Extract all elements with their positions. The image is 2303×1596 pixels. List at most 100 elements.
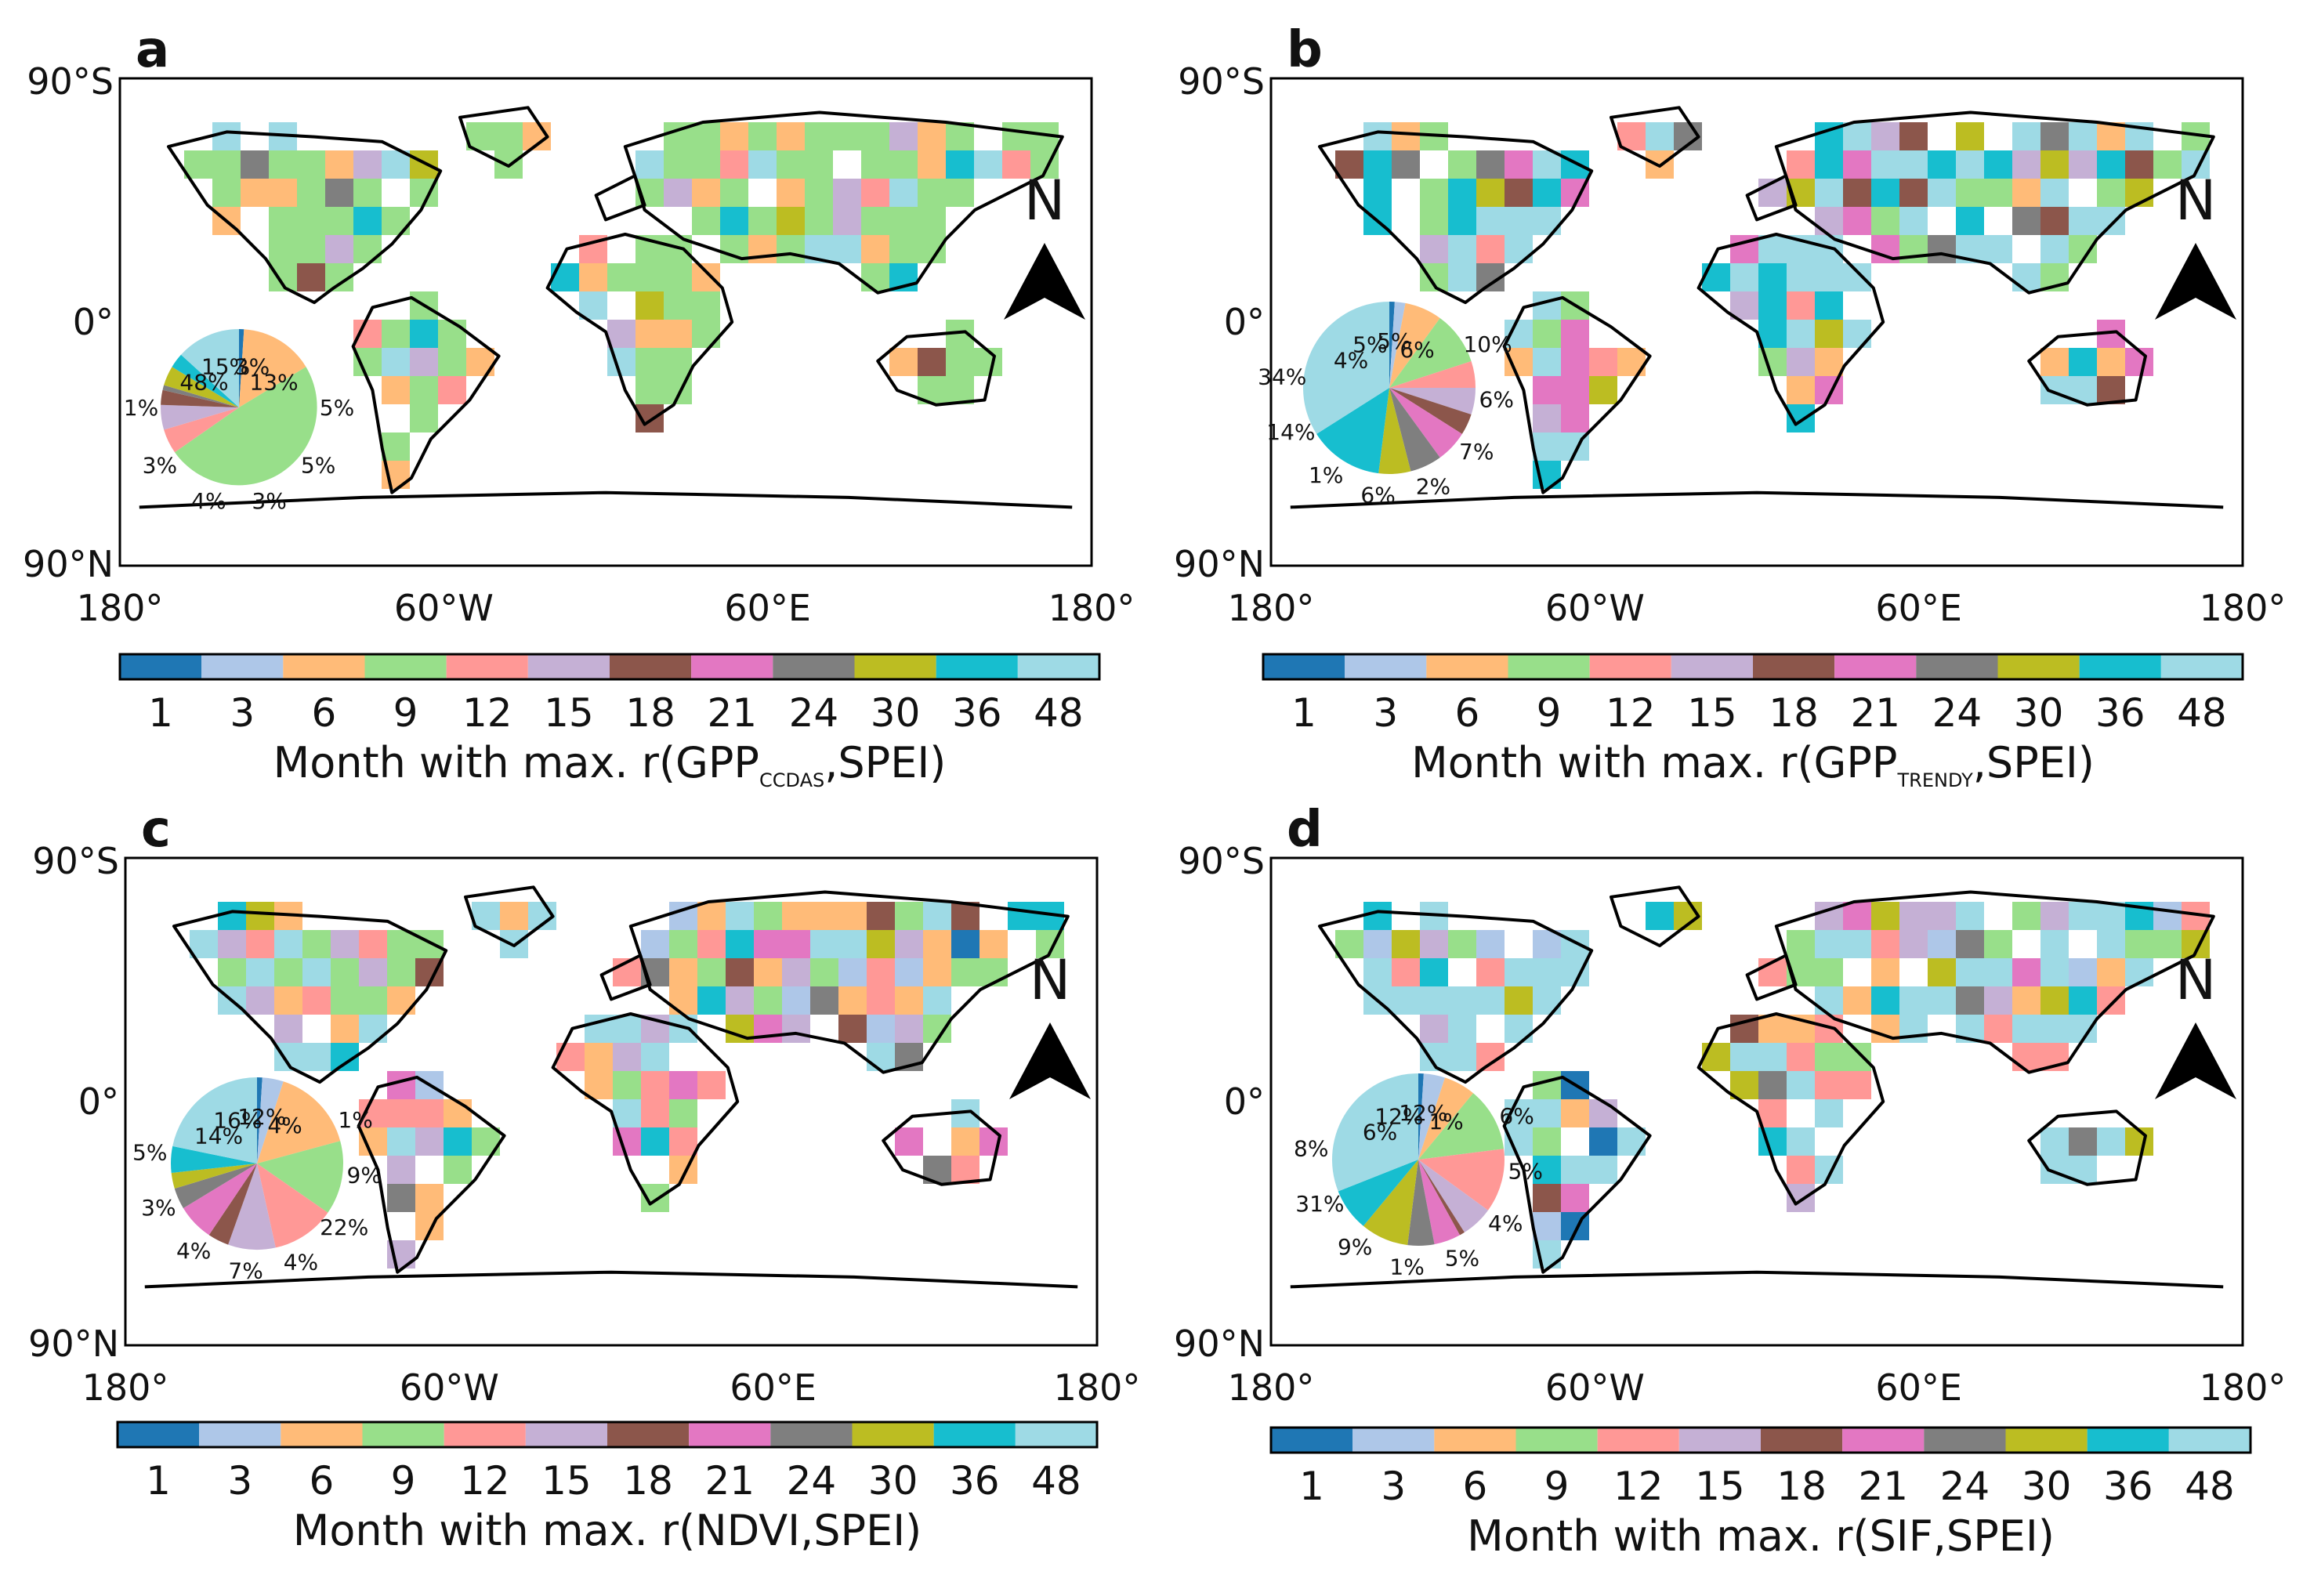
grid-cell: [833, 235, 861, 263]
colorbar-swatch: [1597, 1428, 1679, 1453]
pie-slice: [1389, 388, 1472, 434]
colorbar-swatch: [933, 1422, 1016, 1447]
lat-label-top: 90°S: [1178, 840, 1265, 882]
colorbar-tick-label: 24: [1940, 1464, 1990, 1509]
grid-cell: [782, 1015, 810, 1043]
pie-slice: [1418, 1093, 1505, 1160]
grid-cell: [2069, 207, 2097, 235]
grid-cell: [387, 1099, 415, 1127]
grid-cell: [2040, 1015, 2069, 1043]
pie-label: 14%: [1266, 419, 1315, 445]
lat-label-top: 90°S: [32, 840, 119, 882]
coastline: [357, 1075, 506, 1274]
coastline: [1774, 110, 2215, 295]
grid-cell: [805, 150, 833, 179]
grid-cell: [438, 376, 466, 404]
coastlines: [1290, 885, 2224, 1289]
grid-cell: [1984, 958, 2012, 986]
grid-cell: [951, 958, 979, 986]
grid-cell: [2040, 122, 2069, 150]
grid-cell: [918, 348, 946, 376]
colorbar-caption: Month with max. r(GPPTRENDY,SPEI): [1411, 738, 2095, 791]
grid-cell: [1899, 902, 1928, 930]
caption-main: Month with max. r(GPP: [1411, 738, 1897, 787]
grid-cell: [669, 930, 697, 958]
grid-cell: [1787, 1043, 1815, 1071]
grid-cell: [1533, 348, 1561, 376]
caption-subscript: TRENDY: [1896, 769, 1973, 791]
north-label: N: [1030, 948, 1070, 1012]
grid-cell: [889, 122, 918, 150]
grid-cell: [1702, 1043, 1730, 1071]
grid-cell: [720, 179, 748, 207]
grid-cell: [1392, 150, 1420, 179]
pie-label: 5%: [1352, 332, 1387, 358]
grid-cell: [1363, 902, 1392, 930]
pie-label: 9%: [1338, 1234, 1372, 1260]
grid-cell: [641, 1043, 669, 1071]
grid-cell: [1363, 958, 1392, 986]
pie-slice: [239, 329, 306, 407]
grid-cell: [867, 930, 895, 958]
pie-label: 2%: [1416, 474, 1450, 500]
lon-label: 180°: [1054, 1366, 1141, 1409]
colorbar-tick-label: 24: [789, 690, 839, 736]
grid-cell: [382, 376, 410, 404]
grid-cell: [607, 320, 635, 348]
grid-cell: [1843, 122, 1871, 150]
grid-cell: [1533, 1184, 1561, 1212]
grid-cell: [1533, 291, 1561, 320]
grid-cell: [1561, 1184, 1589, 1212]
grid-cell: [1561, 348, 1589, 376]
grid-cell: [867, 1015, 895, 1043]
grid-cell: [297, 150, 325, 179]
grid-cell: [325, 179, 353, 207]
grid-cell: [1956, 930, 1984, 958]
colorbar-tick-label: 30: [2022, 1464, 2072, 1509]
grid-cell: [692, 207, 720, 235]
grid-cell: [579, 291, 607, 320]
coastline: [545, 233, 734, 426]
grid-cell: [748, 122, 777, 150]
grid-cell: [359, 1015, 387, 1043]
lon-label: 180°: [2200, 1366, 2287, 1409]
grid-cell: [805, 179, 833, 207]
grid-cell: [720, 207, 748, 235]
grid-cell: [1843, 1071, 1871, 1099]
grid-cell: [1871, 150, 1899, 179]
grid-cell: [331, 930, 359, 958]
pie-label: 3%: [141, 1195, 176, 1221]
colorbar-tick-label: 36: [950, 1458, 1000, 1504]
coastline: [1502, 295, 1652, 494]
pie-label: 10%: [1463, 331, 1512, 357]
grid-cell: [438, 348, 466, 376]
colorbar-swatch: [362, 1422, 444, 1447]
grid-cell: [2040, 902, 2069, 930]
grid-cell: [325, 207, 353, 235]
pie-slice: [161, 404, 239, 430]
lat-label-bottom: 90°N: [1174, 1323, 1265, 1365]
colorbar-swatch: [525, 1422, 607, 1447]
pie-label: 5%: [1508, 1158, 1543, 1184]
pie-slice: [181, 329, 239, 407]
pie-label: 1%: [1309, 462, 1343, 488]
grid-cell: [635, 150, 664, 179]
colorbar-swatch: [199, 1422, 281, 1447]
grid-cell: [1589, 1156, 1617, 1184]
grid-cell: [2040, 348, 2069, 376]
grid-cell: [1730, 263, 1758, 291]
pie-label: 13%: [249, 370, 298, 396]
grid-cell: [1815, 930, 1843, 958]
pie-label: 15%: [201, 354, 250, 380]
colorbar-swatch: [1352, 1428, 1435, 1453]
grid-cell: [2153, 902, 2182, 930]
pie-label: 34%: [1258, 364, 1306, 390]
grid-cell: [1787, 150, 1815, 179]
lat-label-bottom: 90°N: [1174, 543, 1265, 585]
grid-cell: [810, 930, 838, 958]
grid-cell: [2040, 1127, 2069, 1156]
grid-cell: [838, 986, 867, 1015]
colorbar-tick-label: 48: [1031, 1458, 1081, 1504]
grid-cell: [190, 930, 218, 958]
